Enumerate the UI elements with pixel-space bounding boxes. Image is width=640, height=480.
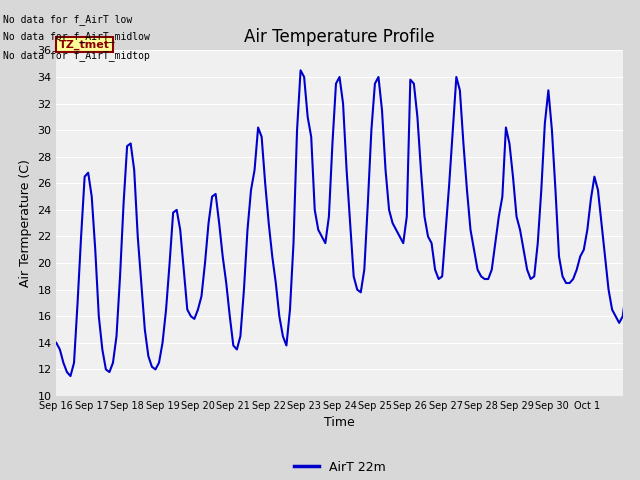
Text: No data for f_AirT_midtop: No data for f_AirT_midtop — [3, 49, 150, 60]
Y-axis label: Air Termperature (C): Air Termperature (C) — [19, 159, 31, 287]
X-axis label: Time: Time — [324, 417, 355, 430]
Title: Air Temperature Profile: Air Temperature Profile — [244, 28, 435, 46]
Text: No data for f_AirT low: No data for f_AirT low — [3, 13, 132, 24]
Text: TZ_tmet: TZ_tmet — [59, 39, 110, 50]
Legend: AirT 22m: AirT 22m — [289, 456, 390, 479]
Text: No data for f_AirT_midlow: No data for f_AirT_midlow — [3, 31, 150, 42]
